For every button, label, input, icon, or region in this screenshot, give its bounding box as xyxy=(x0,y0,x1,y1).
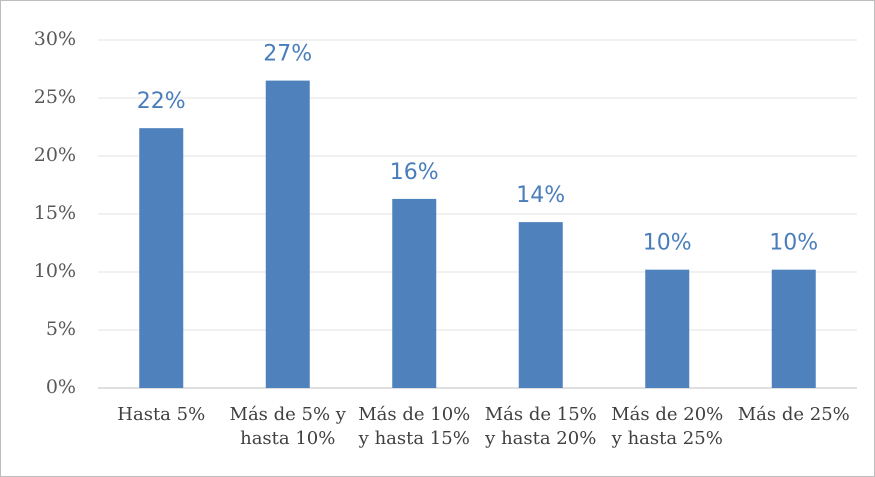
y-tick-label: 20% xyxy=(34,144,76,166)
y-tick-label: 10% xyxy=(34,260,76,282)
data-label: 16% xyxy=(390,160,439,185)
x-tick-label: Más de 20% y hasta 25% xyxy=(611,404,724,449)
data-label: 22% xyxy=(137,89,186,114)
x-tick-label: Más de 15% y hasta 20% xyxy=(484,404,597,449)
x-tick-label: Hasta 5% xyxy=(117,404,206,425)
bar xyxy=(771,269,816,388)
data-label: 14% xyxy=(516,183,565,208)
x-tick-label: Más de 5% y hasta 10% xyxy=(229,404,346,449)
bar xyxy=(392,198,437,388)
bar xyxy=(518,222,563,388)
x-tick-label: Más de 25% xyxy=(737,404,850,425)
bar xyxy=(645,269,690,388)
y-tick-label: 15% xyxy=(34,202,76,224)
bar xyxy=(265,80,310,388)
data-label: 27% xyxy=(263,42,312,67)
y-tick-label: 25% xyxy=(34,86,76,108)
data-label: 10% xyxy=(643,231,692,256)
y-tick-label: 30% xyxy=(34,28,76,50)
y-tick-label: 0% xyxy=(46,376,76,398)
y-tick-label: 5% xyxy=(46,318,76,340)
x-tick-label: Más de 10% y hasta 15% xyxy=(358,404,471,449)
data-label: 10% xyxy=(769,231,818,256)
bar xyxy=(139,128,184,388)
